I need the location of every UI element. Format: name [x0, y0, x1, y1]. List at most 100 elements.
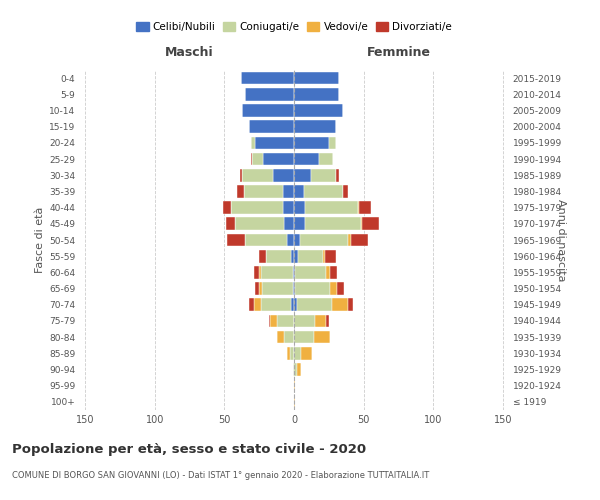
Bar: [294, 396, 295, 408]
Text: COMUNE DI BORGO SAN GIOVANNI (LO) - Dati ISTAT 1° gennaio 2020 - Elaborazione TU: COMUNE DI BORGO SAN GIOVANNI (LO) - Dati…: [12, 471, 429, 480]
Bar: [326, 266, 330, 278]
Bar: [245, 88, 294, 101]
Bar: [294, 120, 336, 133]
Bar: [295, 266, 326, 278]
Bar: [294, 331, 314, 344]
Bar: [231, 202, 283, 214]
Bar: [361, 218, 362, 230]
Bar: [294, 266, 295, 278]
Text: Popolazione per età, sesso e stato civile - 2020: Popolazione per età, sesso e stato civil…: [12, 442, 366, 456]
Bar: [245, 234, 287, 246]
Bar: [330, 266, 337, 278]
Bar: [304, 185, 343, 198]
Bar: [293, 282, 294, 295]
Bar: [299, 234, 349, 246]
Bar: [294, 104, 343, 117]
Bar: [254, 298, 260, 311]
Bar: [255, 136, 294, 149]
Bar: [349, 298, 353, 311]
Bar: [252, 152, 263, 166]
Bar: [294, 380, 295, 392]
Bar: [297, 298, 332, 311]
Bar: [283, 185, 294, 198]
Bar: [294, 152, 319, 166]
Bar: [260, 266, 293, 278]
Bar: [301, 347, 312, 360]
Bar: [294, 282, 295, 295]
Bar: [325, 250, 336, 262]
Bar: [337, 282, 344, 295]
Text: Maschi: Maschi: [165, 46, 214, 59]
Bar: [293, 266, 294, 278]
Bar: [359, 202, 371, 214]
Bar: [260, 298, 291, 311]
Bar: [305, 218, 361, 230]
Bar: [294, 347, 301, 360]
Bar: [293, 363, 294, 376]
Bar: [227, 234, 245, 246]
Bar: [237, 185, 244, 198]
Legend: Celibi/Nubili, Coniugati/e, Vedovi/e, Divorziati/e: Celibi/Nubili, Coniugati/e, Vedovi/e, Di…: [132, 18, 456, 36]
Bar: [277, 314, 294, 328]
Bar: [259, 266, 260, 278]
Bar: [315, 314, 326, 328]
Bar: [294, 169, 311, 181]
Bar: [284, 331, 294, 344]
Bar: [262, 282, 293, 295]
Bar: [266, 250, 291, 262]
Bar: [242, 169, 273, 181]
Bar: [251, 136, 255, 149]
Bar: [291, 250, 294, 262]
Bar: [223, 202, 231, 214]
Bar: [326, 314, 329, 328]
Bar: [241, 72, 294, 85]
Bar: [343, 185, 349, 198]
Bar: [263, 152, 294, 166]
Bar: [242, 104, 294, 117]
Bar: [277, 331, 284, 344]
Bar: [269, 314, 271, 328]
Bar: [319, 152, 333, 166]
Bar: [295, 282, 330, 295]
Y-axis label: Anni di nascita: Anni di nascita: [556, 198, 566, 281]
Bar: [287, 347, 290, 360]
Bar: [294, 202, 305, 214]
Bar: [291, 298, 294, 311]
Bar: [294, 88, 338, 101]
Bar: [298, 250, 323, 262]
Bar: [287, 234, 294, 246]
Bar: [330, 282, 337, 295]
Bar: [311, 169, 336, 181]
Bar: [235, 218, 284, 230]
Bar: [294, 72, 338, 85]
Bar: [294, 218, 305, 230]
Bar: [294, 136, 329, 149]
Bar: [323, 250, 325, 262]
Bar: [351, 234, 368, 246]
Bar: [294, 298, 297, 311]
Bar: [259, 250, 266, 262]
Text: Femmine: Femmine: [367, 46, 431, 59]
Bar: [294, 250, 298, 262]
Bar: [271, 314, 277, 328]
Bar: [251, 152, 252, 166]
Bar: [349, 234, 351, 246]
Bar: [297, 363, 301, 376]
Bar: [273, 169, 294, 181]
Bar: [284, 218, 294, 230]
Bar: [250, 120, 294, 133]
Bar: [362, 218, 379, 230]
Bar: [255, 282, 259, 295]
Bar: [250, 298, 254, 311]
Bar: [226, 218, 235, 230]
Bar: [314, 331, 330, 344]
Bar: [283, 202, 294, 214]
Bar: [329, 136, 336, 149]
Bar: [305, 202, 358, 214]
Bar: [358, 202, 359, 214]
Bar: [259, 282, 262, 295]
Bar: [254, 266, 259, 278]
Bar: [294, 314, 315, 328]
Y-axis label: Fasce di età: Fasce di età: [35, 207, 45, 273]
Bar: [290, 347, 294, 360]
